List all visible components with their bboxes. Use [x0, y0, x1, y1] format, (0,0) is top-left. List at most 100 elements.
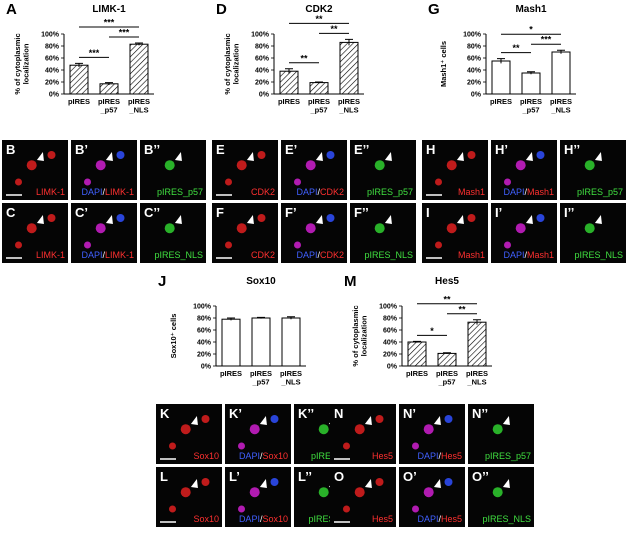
tile-label: LIMK-1 [36, 250, 65, 260]
cell [536, 151, 545, 159]
tile-label-part: Hes5 [372, 514, 393, 524]
cell [515, 160, 526, 171]
cell [257, 214, 266, 222]
tile-label-part: Mash1 [458, 187, 485, 197]
tile-label-part: pIRES_NLS [364, 250, 413, 260]
arrowhead [433, 416, 441, 425]
arrowhead [525, 215, 533, 224]
cell [446, 160, 457, 171]
y-tick-label: 40% [45, 68, 60, 75]
cell [467, 151, 476, 159]
cell [423, 424, 434, 435]
arrowhead [246, 152, 254, 161]
significance-label: ** [330, 24, 338, 34]
tile-label: pIRES_NLS [574, 250, 623, 260]
x-tick-label: pIRES [278, 97, 300, 106]
x-tick-label: pIRES _p57 [250, 369, 272, 386]
arrowhead [190, 479, 198, 488]
micrograph [71, 203, 137, 263]
arrowhead [594, 152, 602, 161]
cell [444, 478, 453, 486]
x-tick-label: pIRES _NLS [338, 97, 360, 114]
micrograph [330, 404, 396, 464]
tile-letter: B’ [75, 142, 88, 157]
cell [374, 223, 385, 234]
y-axis-label: Sox10⁺ cells [169, 314, 178, 359]
cell [326, 151, 335, 159]
panel-letter: A [6, 1, 17, 18]
cell [95, 223, 106, 234]
panel-letter: G [428, 1, 440, 18]
tile-label-part: / [102, 187, 105, 197]
tile-label-part: Mash1 [527, 250, 554, 260]
micrograph [350, 140, 416, 200]
y-axis-label: % of cytoplasmiclocalization [13, 33, 30, 94]
tile-label: pIRES_p57 [485, 451, 531, 461]
tile-label-part: Mash1 [527, 187, 554, 197]
tile-label: Mash1 [458, 250, 485, 260]
bar [521, 72, 541, 95]
tile-label-part: Hes5 [372, 451, 393, 461]
tile-label-part: / [524, 250, 527, 260]
arrowhead [384, 152, 392, 161]
error-bar [473, 319, 481, 325]
micrograph [71, 140, 137, 200]
x-tick-label: pIRES _p57 [98, 97, 120, 114]
micrograph [330, 467, 396, 527]
x-tick-label: pIRES _p57 [308, 97, 330, 114]
tile-label-part: Hes5 [441, 451, 462, 461]
cell [354, 487, 365, 498]
micrograph [212, 203, 278, 263]
cell [236, 223, 247, 234]
bar [437, 352, 457, 367]
cell [375, 478, 384, 486]
arrowhead [315, 152, 323, 161]
micrograph [225, 467, 291, 527]
significance-label: *** [119, 28, 130, 38]
tile-letter: H’’ [564, 142, 580, 157]
error-bar [227, 317, 235, 321]
cell [354, 424, 365, 435]
tile-label-part: / [438, 451, 441, 461]
tile-label-part: pIRES_NLS [154, 250, 203, 260]
tile-label: DAPI/Hes5 [417, 514, 462, 524]
x-tick-label: pIRES [406, 369, 428, 378]
tile-label: DAPI/CDK2 [296, 250, 344, 260]
cell [225, 178, 232, 186]
y-tick-label: 0% [387, 364, 398, 371]
tile-letter: N’ [403, 406, 416, 421]
cell [326, 214, 335, 222]
significance-label: * [529, 25, 533, 35]
micrograph [2, 140, 68, 200]
cell [444, 415, 453, 423]
significance-label: *** [541, 35, 552, 45]
y-tick-label: 80% [255, 44, 270, 51]
tile-letter: H’ [495, 142, 508, 157]
y-tick-label: 0% [201, 364, 212, 371]
cell [375, 415, 384, 423]
cell [257, 151, 266, 159]
y-tick-label: 0% [49, 92, 60, 99]
tile-letter: C [6, 205, 16, 220]
bar [279, 70, 299, 95]
micrograph [422, 140, 488, 200]
tile-label-part: DAPI [503, 187, 524, 197]
y-tick-label: 60% [45, 56, 60, 63]
x-tick-label: pIRES _NLS [128, 97, 150, 114]
tile-label-part: / [438, 514, 441, 524]
bar [491, 60, 511, 95]
tile-label: pIRES_NLS [364, 250, 413, 260]
cell [294, 241, 301, 249]
tile-label-part: / [317, 250, 320, 260]
cell [238, 505, 245, 513]
micrograph [140, 203, 206, 263]
significance-label: *** [89, 48, 100, 58]
y-tick-label: 20% [467, 80, 482, 87]
micrograph [156, 467, 222, 527]
bar [407, 341, 427, 367]
cell [435, 178, 442, 186]
micrograph [2, 203, 68, 263]
cell [26, 160, 37, 171]
cell [249, 424, 260, 435]
